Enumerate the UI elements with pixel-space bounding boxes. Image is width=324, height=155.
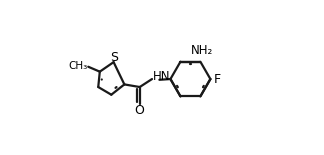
Text: O: O xyxy=(134,104,144,117)
Text: NH₂: NH₂ xyxy=(191,44,213,57)
Text: HN: HN xyxy=(153,70,170,83)
Text: S: S xyxy=(110,51,118,64)
Text: F: F xyxy=(214,73,221,86)
Text: CH₃: CH₃ xyxy=(68,61,87,71)
